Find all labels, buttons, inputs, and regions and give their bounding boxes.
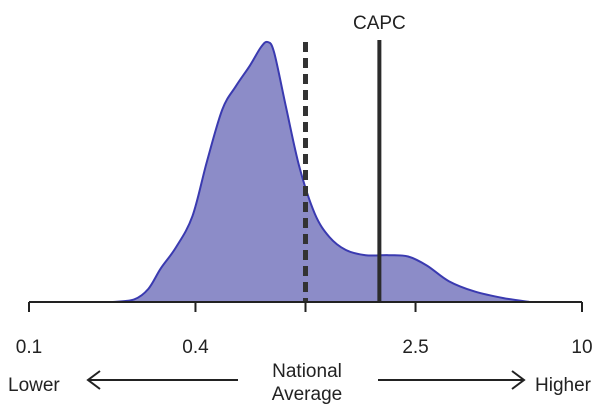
higher-label: Higher: [535, 375, 592, 396]
capc-label: CAPC: [353, 13, 406, 34]
density-outline: [112, 40, 531, 303]
right-arrow-icon: [378, 370, 526, 390]
lower-label: Lower: [8, 375, 60, 396]
x-tick-label-1: 0.4: [182, 337, 209, 358]
plot-area: CAPC: [112, 13, 531, 303]
left-arrow-icon: [86, 370, 238, 390]
x-tick-label-4: 10: [571, 337, 592, 358]
x-tick-label-0: 0.1: [16, 337, 42, 358]
density-area: [112, 41, 531, 303]
national-label-line1: National: [272, 361, 342, 382]
x-axis-ticks: 0.1 0.4 2.5 10: [16, 302, 593, 358]
x-tick-label-3: 2.5: [402, 337, 428, 358]
direction-annotations: Lower National Average Higher: [8, 361, 592, 405]
x-axis: 0.1 0.4 2.5 10: [16, 301, 593, 358]
national-label-line2: Average: [272, 384, 342, 405]
